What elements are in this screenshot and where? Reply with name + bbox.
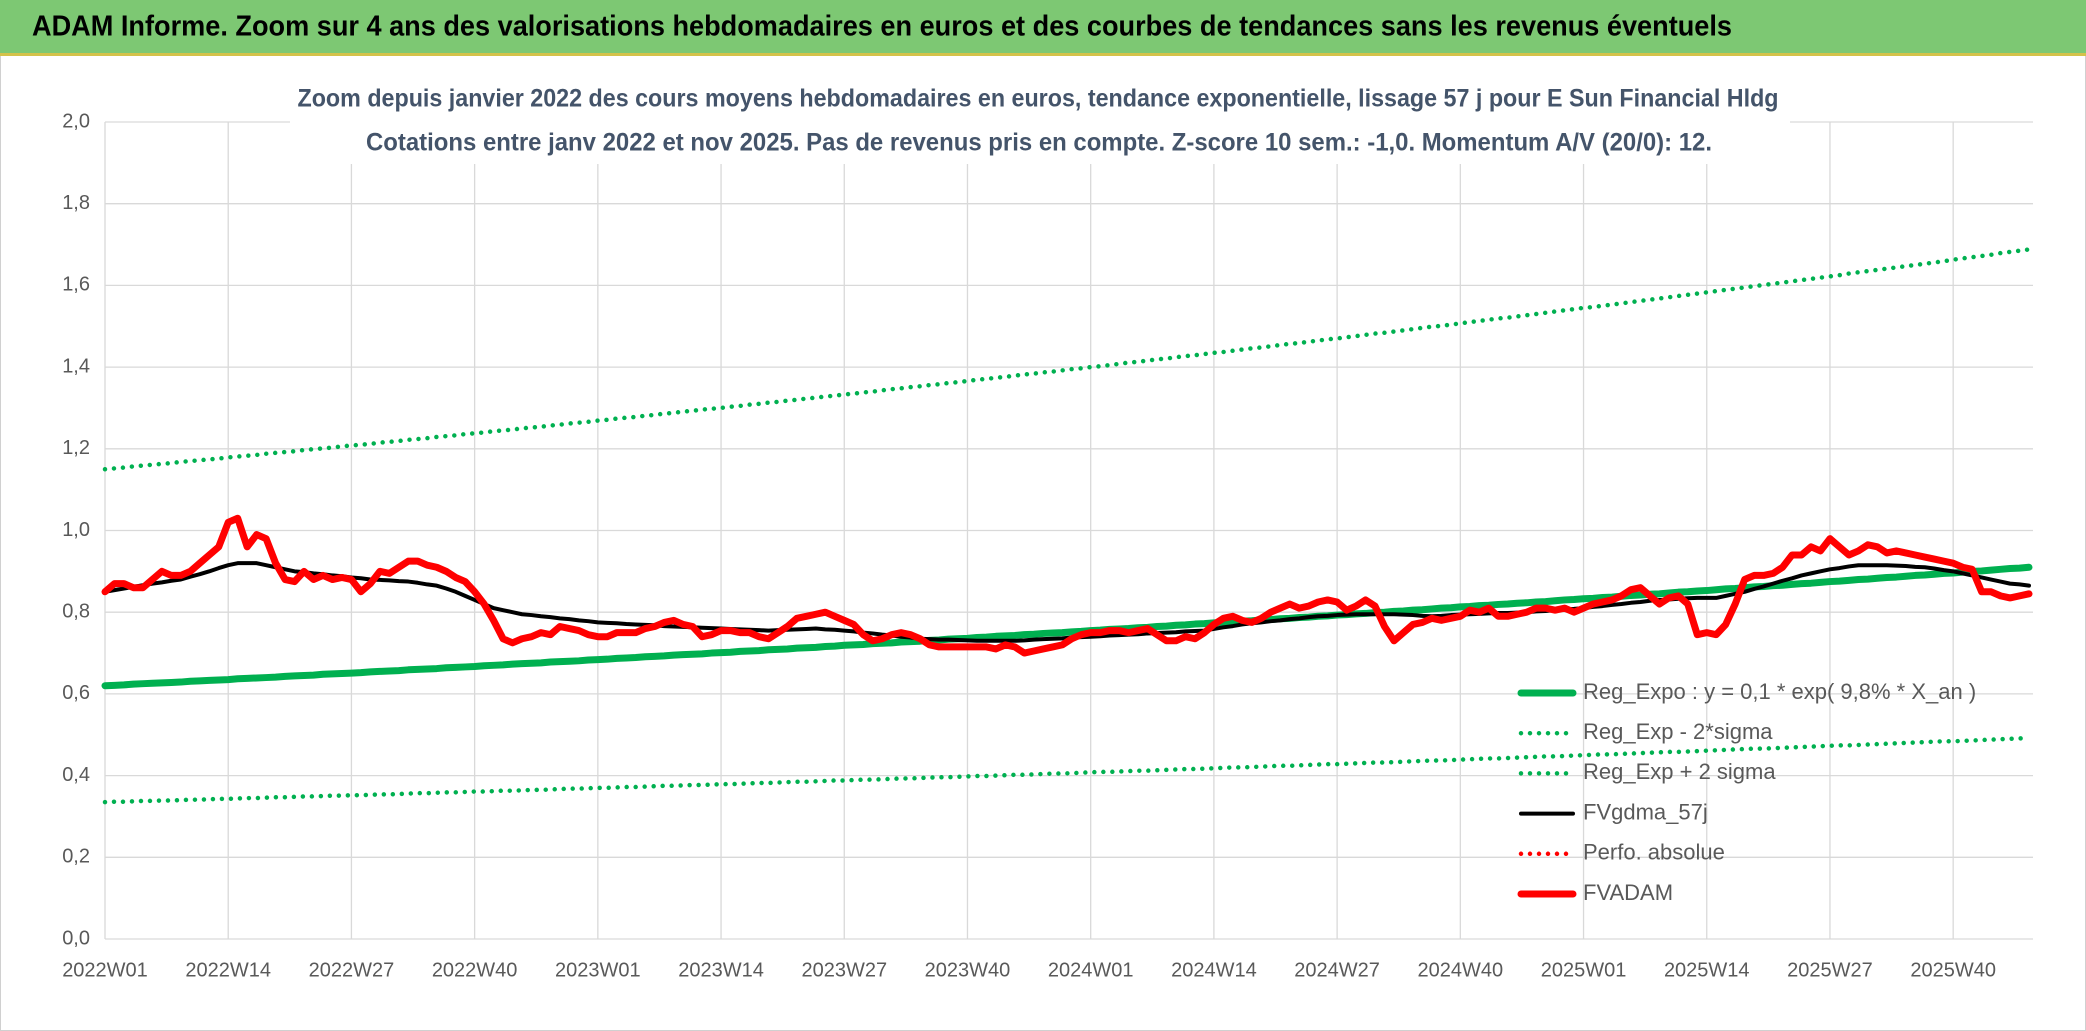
x-tick-label: 2025W01: [1541, 959, 1627, 981]
chart-subtitle: Cotations entre janv 2022 et nov 2025. P…: [366, 129, 1712, 157]
legend-label: FVgdma_57j: [1583, 799, 1708, 824]
x-tick-label: 2025W40: [1910, 959, 1996, 981]
legend-label: Reg_Expo : y = 0,1 * exp( 9,8% * X_an ): [1583, 679, 1976, 704]
y-tick-label: 0,6: [62, 682, 90, 704]
x-tick-label: 2025W27: [1787, 959, 1873, 981]
x-tick-label: 2022W40: [432, 959, 518, 981]
x-tick-label: 2022W27: [309, 959, 395, 981]
chart-subtitle: Zoom depuis janvier 2022 des cours moyen…: [298, 85, 1779, 113]
x-tick-label: 2023W27: [801, 959, 887, 981]
legend-label: FVADAM: [1583, 880, 1673, 905]
x-tick-label: 2024W14: [1171, 959, 1257, 981]
series-line: [102, 735, 2032, 805]
x-tick-label: 2025W14: [1664, 959, 1750, 981]
legend-label: Perfo. absolue: [1583, 840, 1725, 865]
header-title: ADAM Informe. Zoom sur 4 ans des valoris…: [32, 11, 1732, 43]
legend-label: Reg_Exp - 2*sigma: [1583, 719, 1773, 744]
y-tick-label: 1,0: [62, 519, 90, 541]
x-tick-label: 2022W14: [185, 959, 271, 981]
x-tick-label: 2023W14: [678, 959, 764, 981]
x-tick-label: 2024W27: [1294, 959, 1380, 981]
x-tick-label: 2023W40: [925, 959, 1011, 981]
y-tick-label: 0,4: [62, 764, 90, 786]
title-backdrop: [290, 78, 1790, 164]
x-tick-label: 2023W01: [555, 959, 641, 981]
header-rule: [0, 53, 2086, 56]
y-tick-label: 0,0: [62, 927, 90, 949]
legend-label: Reg_Exp + 2 sigma: [1583, 759, 1776, 784]
y-tick-label: 2,0: [62, 110, 90, 132]
x-tick-label: 2024W40: [1418, 959, 1504, 981]
y-tick-label: 1,8: [62, 192, 90, 214]
y-tick-label: 0,8: [62, 600, 90, 622]
y-tick-label: 1,2: [62, 437, 90, 459]
series-line: [101, 514, 2033, 657]
y-tick-label: 0,2: [62, 846, 90, 868]
header-bar: [0, 0, 2086, 53]
y-tick-label: 1,4: [62, 355, 90, 377]
grid: [104, 121, 2033, 940]
series-line: [102, 247, 2032, 472]
x-tick-label: 2024W01: [1048, 959, 1134, 981]
plot: 0,0 0,2 0,4 0,6 0,8 1,0 1,2 1,4 1,6 1,8 2,0 2022W01…: [62, 110, 2033, 981]
legend: Reg_Expo : y = 0,1 * exp( 9,8% * X_an ) R…: [1517, 679, 1976, 905]
series-line: [101, 563, 2033, 690]
x-tick-label: 2022W01: [62, 959, 148, 981]
y-tick-label: 1,6: [62, 274, 90, 296]
